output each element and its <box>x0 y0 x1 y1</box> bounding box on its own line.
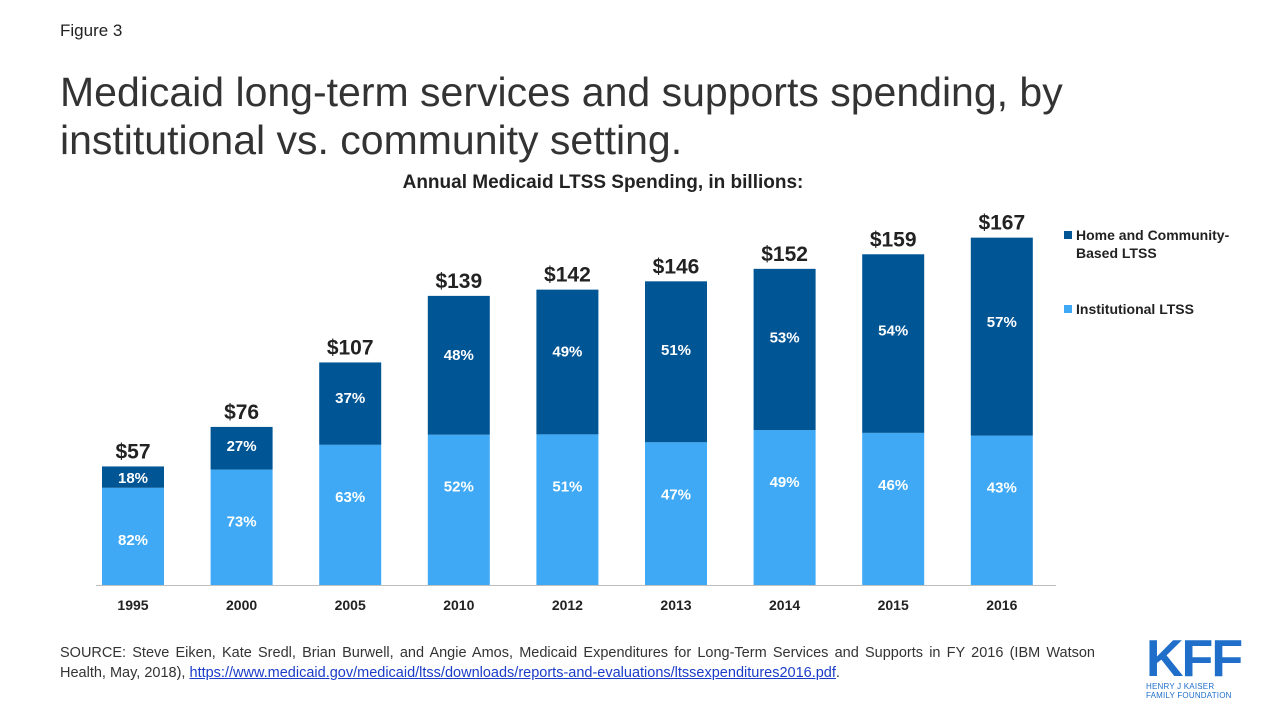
bar-hcbs-2013 <box>645 281 707 443</box>
bar-institutional-1995 <box>102 487 164 585</box>
label-institutional-2016: 43% <box>987 480 1017 497</box>
x-tick-2014: 2014 <box>769 597 800 613</box>
total-label-2000: $76 <box>224 401 259 424</box>
bar-hcbs-1995 <box>102 466 164 488</box>
legend-item-hcbs: Home and Community-Based LTSS <box>1064 226 1264 262</box>
x-tick-2015: 2015 <box>878 597 909 613</box>
x-tick-2012: 2012 <box>552 597 583 613</box>
total-label-2010: $139 <box>435 270 482 293</box>
logo-line-1: HENRY J KAISER <box>1146 682 1215 691</box>
label-hcbs-2016: 57% <box>987 314 1017 331</box>
label-hcbs-1995: 18% <box>118 470 148 487</box>
bar-institutional-2014 <box>753 430 816 585</box>
bar-institutional-2016 <box>970 435 1033 585</box>
logo-mark: KFF <box>1146 630 1243 688</box>
source-note: SOURCE: Steve Eiken, Kate Sredl, Brian B… <box>60 643 1095 683</box>
label-institutional-2000: 73% <box>227 514 257 531</box>
chart-title: Annual Medicaid LTSS Spending, in billio… <box>402 172 804 193</box>
x-tick-2000: 2000 <box>226 597 257 613</box>
label-hcbs-2010: 48% <box>444 347 474 364</box>
bar-institutional-2000 <box>210 469 273 585</box>
legend-item-institutional: Institutional LTSS <box>1064 300 1264 318</box>
label-institutional-2005: 63% <box>335 489 365 506</box>
bar-institutional-2015 <box>862 432 925 585</box>
total-label-2012: $142 <box>544 264 591 287</box>
total-label-2015: $159 <box>870 228 917 251</box>
label-institutional-2012: 51% <box>552 478 582 495</box>
kff-logo: KFF HENRY J KAISER FAMILY FOUNDATION <box>1146 630 1243 700</box>
bar-hcbs-2016 <box>970 237 1033 436</box>
label-hcbs-2015: 54% <box>878 322 908 339</box>
bar-hcbs-2005 <box>319 362 382 445</box>
label-hcbs-2014: 53% <box>770 330 800 347</box>
bar-hcbs-2014 <box>753 268 816 431</box>
x-tick-2010: 2010 <box>443 597 474 613</box>
x-tick-1995: 1995 <box>117 597 148 613</box>
legend-label-institutional: Institutional LTSS <box>1076 301 1194 317</box>
legend-swatch-hcbs <box>1064 231 1072 239</box>
label-institutional-2013: 47% <box>661 486 691 503</box>
x-tick-2005: 2005 <box>335 597 366 613</box>
bar-institutional-2012 <box>536 434 599 585</box>
figure-label: Figure 3 <box>60 21 123 40</box>
total-label-1995: $57 <box>115 440 150 463</box>
source-text: SOURCE: Steve Eiken, Kate Sredl, Brian B… <box>60 645 1095 681</box>
bar-institutional-2013 <box>645 442 707 585</box>
source-end: . <box>835 665 840 681</box>
total-label-2005: $107 <box>327 336 374 359</box>
bar-hcbs-2000 <box>210 426 273 470</box>
page-title: Medicaid long-term services and supports… <box>60 69 1063 163</box>
source-link[interactable]: https://www.medicaid.gov/medicaid/ltss/d… <box>189 665 836 681</box>
bar-institutional-2005 <box>319 444 382 585</box>
bar-institutional-2010 <box>427 434 490 585</box>
label-hcbs-2005: 37% <box>335 390 365 407</box>
label-hcbs-2013: 51% <box>661 342 691 359</box>
bar-hcbs-2010 <box>427 295 490 435</box>
label-institutional-2015: 46% <box>878 477 908 494</box>
legend: Home and Community-Based LTSS Institutio… <box>1064 226 1264 318</box>
total-label-2016: $167 <box>978 212 1025 235</box>
total-label-2014: $152 <box>761 243 808 266</box>
legend-label-hcbs: Home and Community-Based LTSS <box>1076 227 1230 261</box>
bar-hcbs-2012 <box>536 289 599 435</box>
x-tick-2013: 2013 <box>660 597 691 613</box>
label-institutional-2010: 52% <box>444 479 474 496</box>
bar-hcbs-2015 <box>862 254 925 433</box>
legend-swatch-institutional <box>1064 305 1072 313</box>
total-label-2013: $146 <box>653 255 700 278</box>
label-hcbs-2000: 27% <box>227 438 257 455</box>
label-institutional-1995: 82% <box>118 532 148 549</box>
x-tick-2016: 2016 <box>986 597 1017 613</box>
label-hcbs-2012: 49% <box>552 343 582 360</box>
label-institutional-2014: 49% <box>770 474 800 491</box>
logo-line-2: FAMILY FOUNDATION <box>1146 691 1232 700</box>
